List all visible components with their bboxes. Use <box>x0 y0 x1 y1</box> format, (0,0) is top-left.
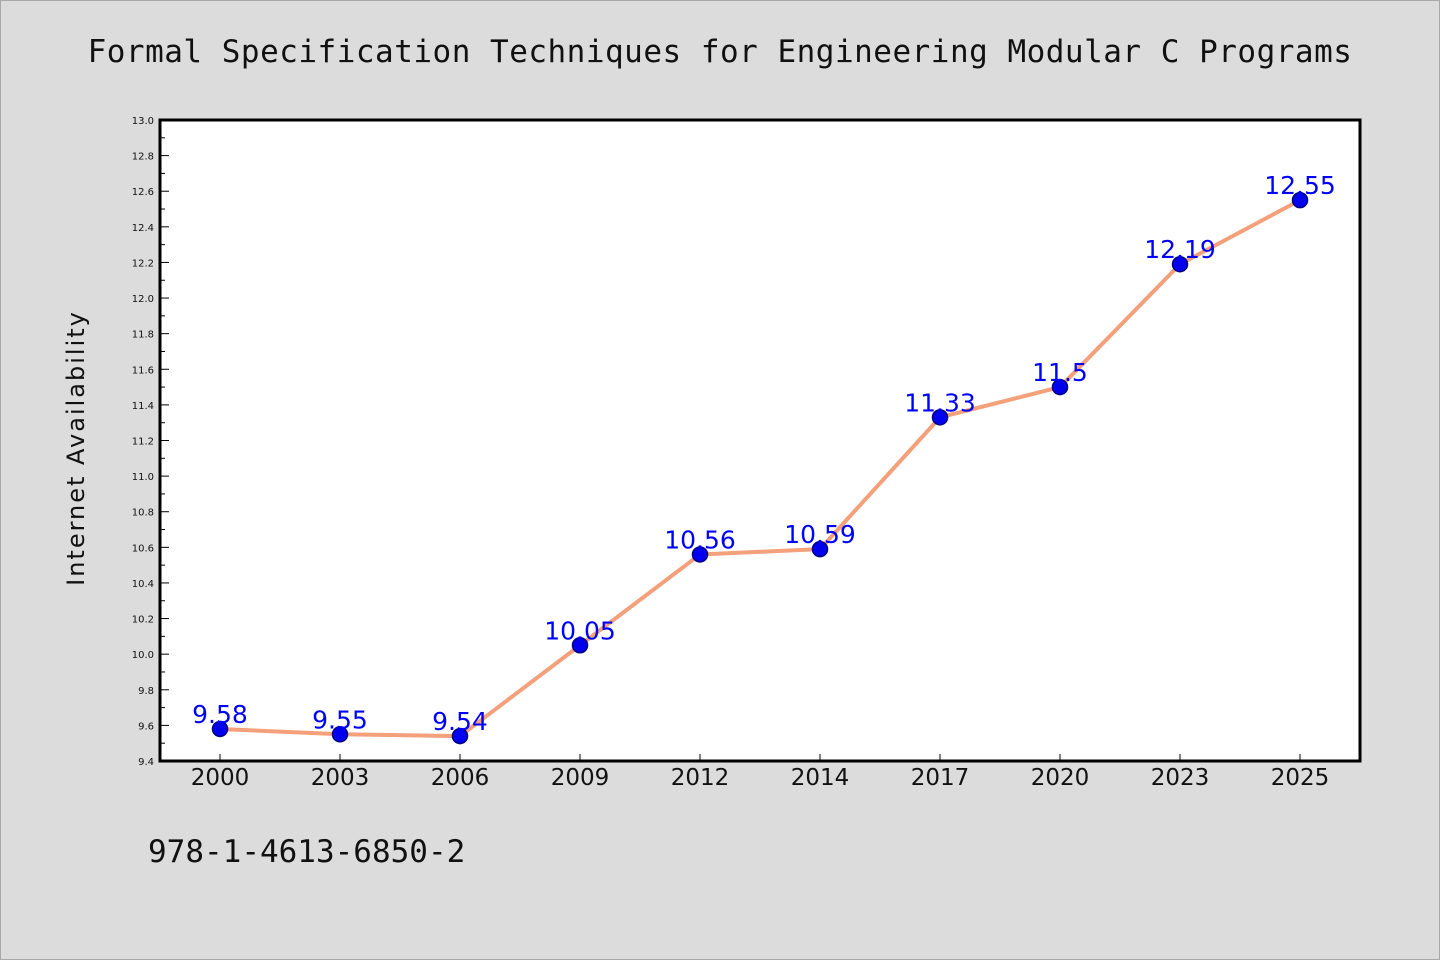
series-line-group <box>218 198 1302 739</box>
data-label: 12.19 <box>1144 235 1216 264</box>
y-tick-label: 10.0 <box>132 650 154 661</box>
y-tick-label: 13.0 <box>132 116 154 127</box>
y-tick-label: 12.8 <box>132 152 154 163</box>
data-point-marker <box>1171 255 1189 273</box>
y-tick-label: 11.0 <box>132 472 154 483</box>
x-tick-label: 2009 <box>551 765 610 791</box>
x-tick-label: 2006 <box>431 765 490 791</box>
data-point-marker <box>1291 191 1309 209</box>
x-tick-label: 2017 <box>911 765 970 791</box>
data-label: 10.59 <box>784 520 856 549</box>
y-tick-label: 9.8 <box>138 686 154 697</box>
x-tick-label: 2020 <box>1031 765 1090 791</box>
data-label: 11.5 <box>1032 358 1088 387</box>
y-tick-label: 12.6 <box>132 187 154 198</box>
data-point-marker <box>571 637 589 654</box>
x-tick-label: 2014 <box>791 765 850 791</box>
data-point-marker <box>1051 378 1069 396</box>
x-tick-label: 2003 <box>311 765 370 791</box>
x-axis-ticks: 2000 2003 2006 2009 2012 2014 2017 2020 2023 2025 <box>191 754 1330 791</box>
data-point-marker <box>811 540 829 558</box>
data-point-marker <box>211 720 229 738</box>
data-label: 12.55 <box>1264 171 1336 200</box>
isbn-annotation: 978-1-4613-6850-2 <box>148 834 466 870</box>
y-tick-label: 10.4 <box>132 579 154 590</box>
y-tick-label: 10.6 <box>132 543 154 554</box>
y-tick-label: 11.8 <box>132 330 154 341</box>
chart-title: Formal Specification Techniques for Engi… <box>87 34 1353 70</box>
y-tick-label: 12.4 <box>132 223 154 234</box>
data-point-marker <box>691 546 709 563</box>
y-axis-ticks: 9.4 9.6 9.8 10.0 10.2 10.4 10.6 10.8 11.0 11.2 11.… <box>132 116 169 768</box>
y-tick-label: 10.8 <box>132 508 154 519</box>
y-tick-label: 9.6 <box>138 721 154 732</box>
data-point-marker <box>331 726 349 743</box>
series-line <box>218 198 1302 739</box>
data-label: 9.55 <box>312 705 368 734</box>
data-labels: 9.58 9.55 9.54 10.05 10.56 10.59 11.33 11.5 12.1… <box>192 171 1336 736</box>
x-tick-label: 2000 <box>191 765 250 791</box>
x-tick-label: 2012 <box>671 765 730 791</box>
x-tick-label: 2025 <box>1271 765 1330 791</box>
plot-area <box>158 118 1362 763</box>
data-label: 10.56 <box>664 525 736 554</box>
data-point-marker <box>451 727 469 745</box>
y-tick-label: 10.2 <box>132 615 154 626</box>
data-label: 9.58 <box>192 700 248 729</box>
data-label: 10.05 <box>544 616 616 645</box>
y-tick-label: 12.2 <box>132 258 154 269</box>
data-label: 11.33 <box>904 388 976 417</box>
y-tick-label: 11.4 <box>132 401 154 412</box>
data-label: 9.54 <box>432 707 488 736</box>
y-tick-label: 11.2 <box>132 437 154 448</box>
y-tick-label: 12.0 <box>132 294 154 305</box>
data-point-marker <box>931 409 949 426</box>
data-markers <box>211 191 1309 745</box>
x-tick-label: 2023 <box>1151 765 1210 791</box>
y-tick-label: 9.4 <box>138 757 154 768</box>
y-tick-label: 11.6 <box>132 365 154 376</box>
